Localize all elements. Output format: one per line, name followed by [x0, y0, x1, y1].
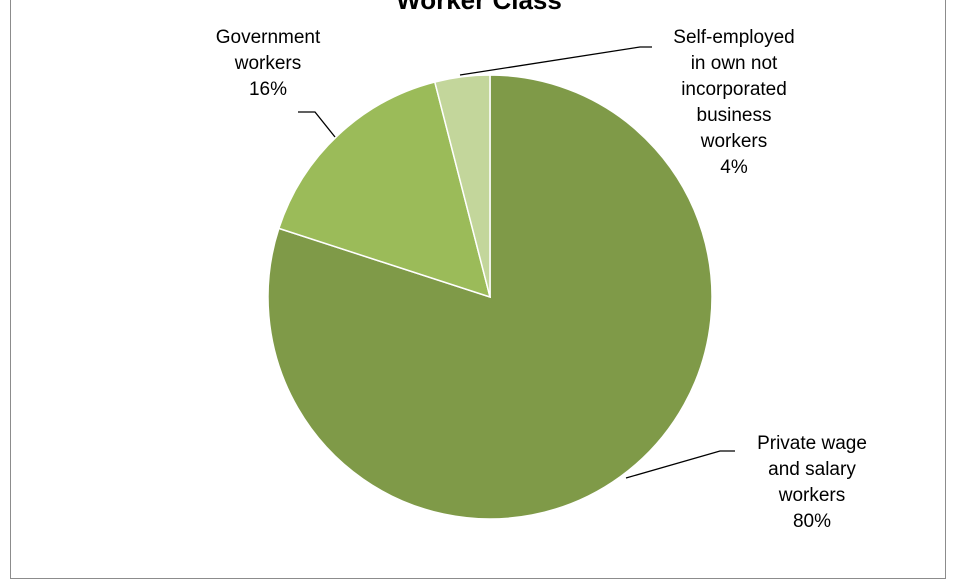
slice-label-line: Government [216, 27, 321, 48]
slice-label-1: Government workers 16% [216, 27, 321, 100]
slice-label-line: workers [234, 53, 302, 74]
pie-slice-1 [277, 81, 492, 299]
chart-title: Worker Class [396, 0, 562, 15]
slice-label-line: workers [700, 131, 768, 152]
leader-line-0 [625, 450, 735, 479]
slice-label-line: and salary [768, 459, 856, 480]
slice-label-line: Private wage [757, 433, 867, 454]
slice-label-line: 4% [720, 157, 748, 178]
slice-label-line: 80% [793, 511, 831, 532]
leader-line-2 [459, 46, 652, 76]
slice-label-line: workers [778, 485, 846, 506]
slice-label-line: incorporated [681, 79, 787, 100]
slice-label-line: in own not [691, 53, 778, 74]
slice-label-line: business [697, 105, 772, 126]
slice-label-2: Self-employed in own not incorporated busin… [673, 27, 794, 178]
slice-label-0: Private wage and salary workers 80% [757, 433, 867, 532]
slice-label-line: 16% [249, 79, 287, 100]
slice-label-line: Self-employed [673, 27, 794, 48]
leader-line-1 [298, 111, 336, 138]
pie-slice-2 [433, 74, 491, 298]
